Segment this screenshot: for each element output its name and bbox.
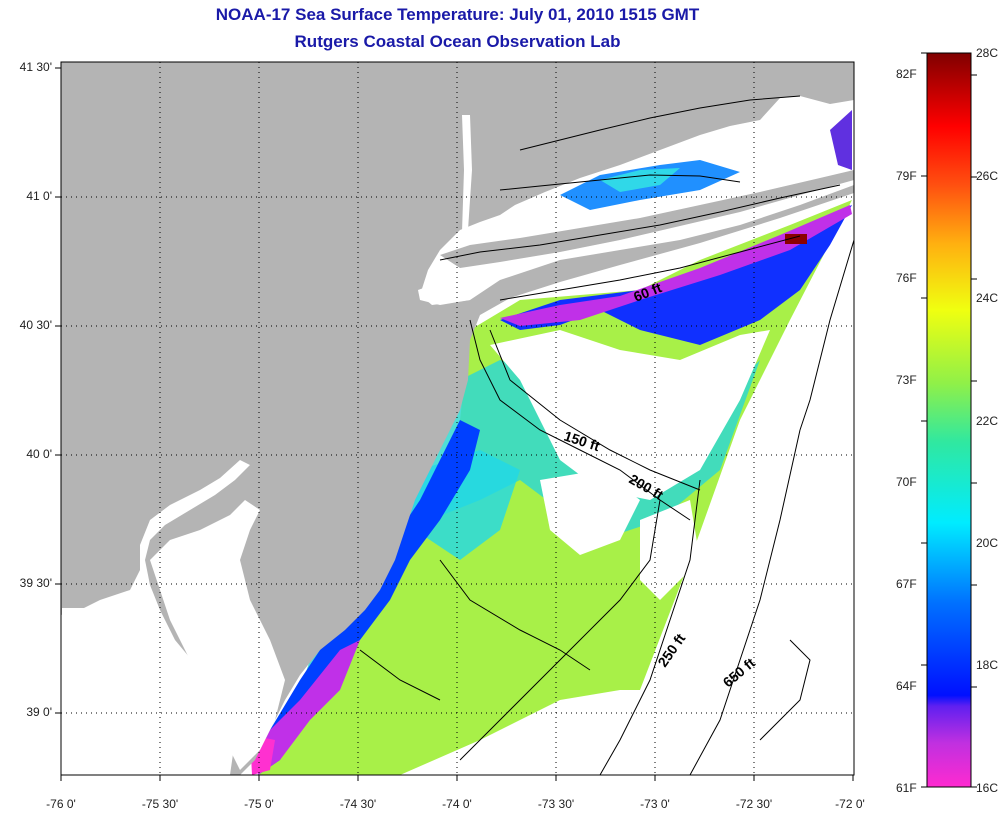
axis-ticks [55,67,854,781]
sst-warm-pixel [785,234,807,244]
colorbar-c-label: 22C [976,414,999,428]
colorbar-f-label: 82F [896,67,917,81]
lon-label: -75 0' [244,797,274,811]
colorbar-f-label: 61F [896,781,917,795]
colorbar-c-label: 18C [976,658,999,672]
map-subtitle: Rutgers Coastal Ocean Observation Lab [294,32,621,51]
lat-label: 39 0' [26,705,52,719]
sst-ne-edge [830,110,852,170]
lon-label: -73 30' [537,797,575,811]
colorbar-f-label: 76F [896,271,917,285]
isobath-lines [359,95,854,775]
colorbar-f-label: 67F [896,577,917,591]
colorbar [926,52,972,788]
colorbar-c-label: 16C [976,781,999,795]
colorbar-f-label: 79F [896,169,917,183]
colorbar-ticks [921,52,977,788]
map-title: NOAA-17 Sea Surface Temperature: July 01… [215,5,700,24]
lon-label: -74 0' [442,797,472,811]
colorbar-f-label: 70F [896,475,917,489]
sst-magenta-band-north [500,205,852,326]
lat-label: 40 30' [19,318,52,332]
colorbar-c-label: 26C [976,169,999,183]
colorbar-c-label: 28C [976,46,999,60]
sst-sound-cyan [600,168,680,192]
land-mainland [61,62,854,775]
lat-label: 39 30' [19,576,52,590]
colorbar-c-label: 20C [976,536,999,550]
sst-magenta-coastal [258,640,360,775]
inland-water [62,608,92,616]
land-long-island [440,170,854,268]
map-area: 60 ft 150 ft 200 ft 250 ft 650 ft [61,62,854,775]
lon-label: -72 0' [835,797,865,811]
colorbar-f-label: 73F [896,373,917,387]
hudson-river [462,115,472,232]
lon-label: -75 30' [141,797,179,811]
lat-label: 40 0' [26,447,52,461]
graticule [61,62,854,775]
delaware-bay [150,500,285,770]
lat-label: 41 30' [19,60,52,74]
cloud-gap-1 [490,330,770,500]
cloud-gap-2 [540,470,640,555]
lon-label: -76 0' [46,797,76,811]
colorbar-f-label: 64F [896,679,917,693]
lon-label: -73 0' [640,797,670,811]
lon-label: -72 30' [735,797,773,811]
lat-label: 41 0' [26,189,52,203]
colorbar-c-label: 24C [976,291,999,305]
lon-label: -74 30' [339,797,377,811]
